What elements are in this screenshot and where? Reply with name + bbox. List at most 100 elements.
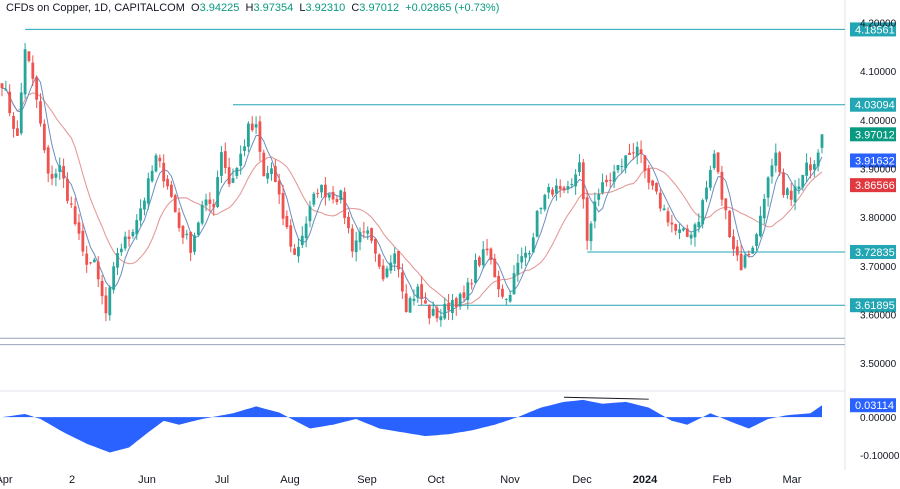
price-tag bbox=[850, 127, 896, 142]
candle-body bbox=[535, 210, 539, 237]
candle-body bbox=[809, 164, 812, 171]
candle-body bbox=[470, 283, 474, 285]
candle-body bbox=[50, 173, 54, 179]
candle-body bbox=[31, 62, 35, 79]
candle-body bbox=[77, 222, 81, 234]
candle-body bbox=[374, 238, 377, 254]
candle-body bbox=[108, 287, 112, 316]
candle-body bbox=[177, 212, 181, 228]
y-tick-label: 3.80000 bbox=[860, 213, 897, 224]
level-tag-label: 3.61895 bbox=[855, 300, 895, 312]
candle-body bbox=[693, 224, 697, 238]
candle-body bbox=[427, 305, 431, 319]
x-tick-label: Jul bbox=[215, 474, 229, 486]
candle-body bbox=[135, 220, 139, 235]
level-tag bbox=[850, 22, 896, 37]
candle-body bbox=[624, 155, 628, 169]
candle-body bbox=[327, 194, 331, 198]
candle-body bbox=[304, 223, 308, 239]
y-tick-label: 3.90000 bbox=[860, 164, 897, 175]
candle-body bbox=[166, 178, 169, 187]
level-tag-label: 4.18561 bbox=[855, 24, 895, 36]
candle-body bbox=[62, 166, 65, 179]
candle-body bbox=[785, 188, 789, 196]
candle-body bbox=[797, 186, 801, 189]
oscillator-area bbox=[2, 399, 822, 453]
candle-body bbox=[204, 199, 208, 206]
candle-body bbox=[520, 256, 524, 263]
candle-body bbox=[708, 169, 712, 188]
y-tick-label: 3.60000 bbox=[860, 310, 897, 321]
candle-body bbox=[512, 273, 516, 295]
candle-body bbox=[501, 288, 504, 297]
candle-body bbox=[350, 228, 354, 252]
candle-body bbox=[243, 146, 246, 151]
candle-body bbox=[393, 253, 397, 264]
candle-body bbox=[755, 234, 758, 246]
sma-fast-line bbox=[1, 75, 823, 314]
x-tick-label: Dec bbox=[572, 474, 592, 486]
candle-body bbox=[605, 179, 608, 183]
candle-body bbox=[597, 194, 601, 200]
candle-body bbox=[4, 89, 8, 91]
candle-body bbox=[747, 253, 751, 255]
candle-body bbox=[116, 253, 119, 268]
candle-body bbox=[262, 152, 266, 177]
candle-body bbox=[531, 237, 535, 253]
candle-body bbox=[366, 230, 370, 234]
candle-body bbox=[655, 183, 658, 192]
candle-body bbox=[19, 92, 23, 134]
candle-body bbox=[35, 77, 39, 100]
candle-body bbox=[154, 155, 158, 172]
candle-body bbox=[608, 180, 612, 182]
divergence-line bbox=[564, 396, 649, 400]
candle-body bbox=[578, 162, 581, 173]
candle-body bbox=[58, 165, 62, 172]
candle-body bbox=[462, 292, 466, 298]
candle-body bbox=[759, 215, 762, 237]
level-tag bbox=[850, 97, 896, 112]
candle-body bbox=[439, 316, 443, 321]
candle-body bbox=[420, 284, 424, 299]
candle-body bbox=[485, 248, 489, 251]
candle-body bbox=[678, 229, 681, 233]
candle-body bbox=[724, 198, 728, 211]
candle-body bbox=[66, 179, 69, 201]
candle-body bbox=[489, 248, 493, 260]
candle-body bbox=[416, 286, 420, 298]
candle-body bbox=[239, 153, 243, 166]
candle-body bbox=[246, 123, 250, 147]
candle-body bbox=[235, 167, 239, 176]
candle-body bbox=[585, 197, 589, 241]
candle-body bbox=[658, 192, 662, 209]
candle-body bbox=[320, 184, 323, 193]
candle-body bbox=[662, 208, 666, 211]
y-tick-label: 4.00000 bbox=[860, 116, 897, 127]
candle-body bbox=[273, 166, 277, 182]
oscillator-y-tick-label: -0.10000 bbox=[860, 451, 900, 462]
candle-body bbox=[231, 178, 235, 183]
candle-body bbox=[185, 233, 189, 236]
candle-body bbox=[466, 282, 470, 301]
candle-body bbox=[343, 191, 347, 218]
candle-body bbox=[593, 201, 597, 222]
candle-body bbox=[481, 249, 485, 266]
candle-body bbox=[770, 165, 774, 177]
candle-body bbox=[27, 51, 31, 61]
candle-body bbox=[547, 187, 551, 193]
candle-body bbox=[705, 187, 708, 200]
level-tag-label: 3.72835 bbox=[855, 247, 895, 259]
candle-body bbox=[308, 206, 312, 222]
candle-body bbox=[189, 232, 193, 253]
candle-body bbox=[689, 234, 693, 239]
change-value: +0.02865 (+0.73%) bbox=[405, 2, 500, 14]
candle-body bbox=[285, 215, 289, 228]
candle-body bbox=[528, 253, 531, 255]
close-value: 3.97012 bbox=[359, 2, 400, 14]
candle-body bbox=[631, 152, 635, 154]
candle-body bbox=[400, 272, 404, 292]
candle-body bbox=[716, 152, 720, 172]
candle-body bbox=[104, 295, 108, 314]
candle-body bbox=[46, 147, 50, 174]
